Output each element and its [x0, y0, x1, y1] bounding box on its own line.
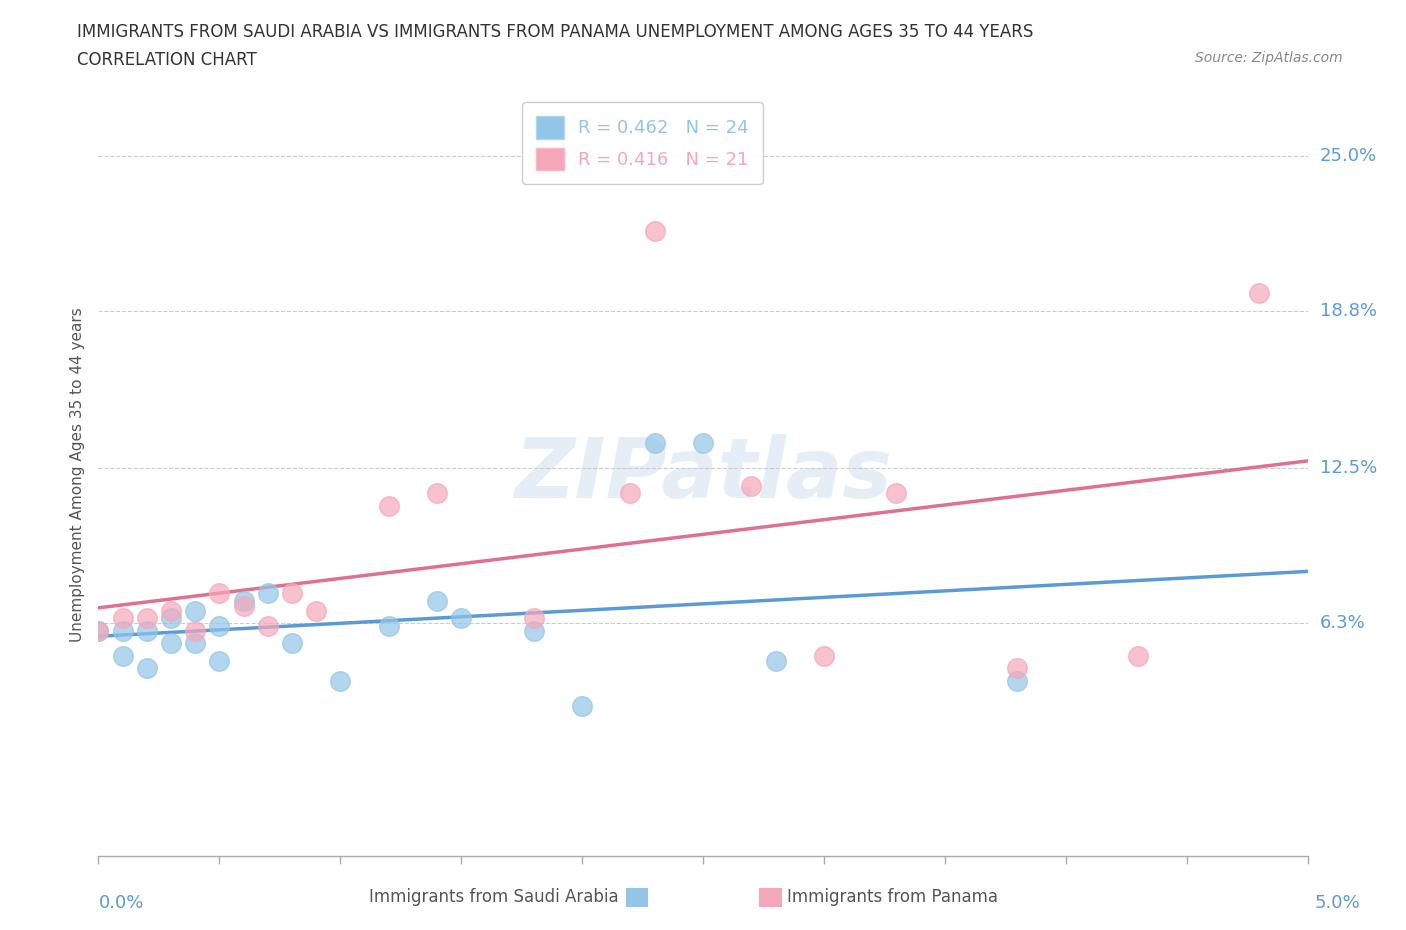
Text: 18.8%: 18.8%: [1320, 301, 1376, 320]
Point: [813, 648, 835, 663]
Point: [87, 623, 110, 638]
Point: [329, 673, 352, 688]
Point: [256, 586, 278, 601]
Point: [208, 618, 231, 633]
Point: [232, 598, 254, 613]
Point: [281, 635, 304, 650]
Point: [1007, 673, 1029, 688]
Point: [232, 593, 254, 608]
Point: [765, 653, 787, 668]
Point: [1128, 648, 1150, 663]
Point: [208, 653, 231, 668]
Y-axis label: Unemployment Among Ages 35 to 44 years: Unemployment Among Ages 35 to 44 years: [69, 307, 84, 642]
Point: [184, 604, 207, 618]
Point: [184, 635, 207, 650]
Point: [740, 478, 762, 493]
Text: Immigrants from Panama: Immigrants from Panama: [787, 888, 998, 907]
Point: [571, 698, 593, 713]
Point: [111, 611, 134, 626]
Text: Immigrants from Saudi Arabia: Immigrants from Saudi Arabia: [368, 888, 619, 907]
Point: [256, 618, 278, 633]
Legend: R = 0.462   N = 24, R = 0.416   N = 21: R = 0.462 N = 24, R = 0.416 N = 21: [522, 102, 763, 184]
Point: [1007, 660, 1029, 675]
Point: [426, 485, 449, 500]
Point: [1249, 286, 1271, 300]
Point: [135, 660, 157, 675]
Point: [426, 593, 449, 608]
Point: [692, 435, 714, 450]
Point: [160, 611, 183, 626]
Point: [111, 648, 134, 663]
Point: [619, 485, 641, 500]
Point: [160, 604, 183, 618]
Point: [377, 498, 399, 513]
Point: [305, 604, 328, 618]
Point: [644, 223, 666, 238]
Text: 5.0%: 5.0%: [1315, 895, 1360, 912]
Text: CORRELATION CHART: CORRELATION CHART: [77, 51, 257, 69]
Text: 25.0%: 25.0%: [1320, 147, 1376, 165]
Point: [208, 586, 231, 601]
Text: IMMIGRANTS FROM SAUDI ARABIA VS IMMIGRANTS FROM PANAMA UNEMPLOYMENT AMONG AGES 3: IMMIGRANTS FROM SAUDI ARABIA VS IMMIGRAN…: [77, 23, 1033, 41]
Point: [644, 435, 666, 450]
Text: 0.0%: 0.0%: [98, 895, 143, 912]
Point: [450, 611, 472, 626]
Text: 6.3%: 6.3%: [1320, 614, 1365, 632]
Point: [281, 586, 304, 601]
Point: [523, 611, 546, 626]
Point: [135, 611, 157, 626]
Point: [523, 623, 546, 638]
Point: [886, 485, 908, 500]
Point: [87, 623, 110, 638]
Point: [160, 635, 183, 650]
Text: ZIPatlas: ZIPatlas: [515, 433, 891, 515]
Text: Source: ZipAtlas.com: Source: ZipAtlas.com: [1195, 51, 1343, 65]
Point: [111, 623, 134, 638]
Point: [135, 623, 157, 638]
Point: [377, 618, 399, 633]
Point: [184, 623, 207, 638]
Text: 12.5%: 12.5%: [1320, 459, 1376, 477]
